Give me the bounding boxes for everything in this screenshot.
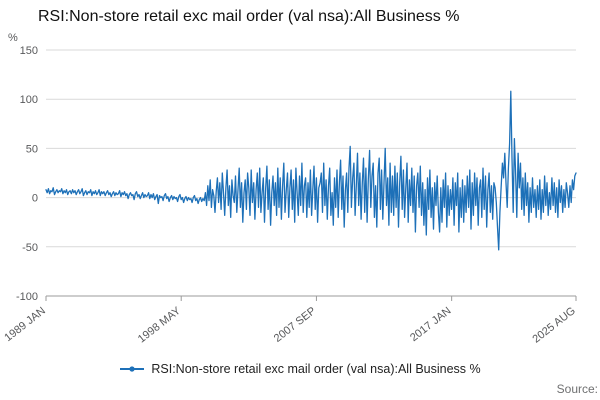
x-tick-marks xyxy=(45,296,577,301)
source-label: Source: xyxy=(556,382,598,396)
svg-text:1989 JAN: 1989 JAN xyxy=(2,305,47,344)
svg-text:2007 SEP: 2007 SEP xyxy=(272,305,318,345)
chart-legend: RSI:Non-store retail exc mail order (val… xyxy=(0,362,600,376)
svg-text:150: 150 xyxy=(20,45,38,57)
svg-text:-50: -50 xyxy=(22,242,38,254)
x-tick-labels: 1989 JAN 1998 MAY 2007 SEP 2017 JAN 2025 AUG xyxy=(2,305,577,346)
legend-label: RSI:Non-store retail exc mail order (val… xyxy=(151,362,481,376)
y-axis-unit-label: % xyxy=(8,32,18,44)
legend-line-marker xyxy=(120,366,145,372)
y-tick-labels: 150 100 50 0 -50 -100 xyxy=(16,45,38,303)
chart-title: RSI:Non-store retail exc mail order (val… xyxy=(38,8,460,25)
svg-text:1998 MAY: 1998 MAY xyxy=(136,305,184,346)
svg-text:100: 100 xyxy=(20,94,38,106)
svg-text:-100: -100 xyxy=(16,291,38,303)
series-line xyxy=(45,90,577,251)
svg-text:50: 50 xyxy=(26,143,38,155)
svg-text:2017 JAN: 2017 JAN xyxy=(408,305,453,344)
svg-text:2025 AUG: 2025 AUG xyxy=(530,305,577,346)
svg-text:0: 0 xyxy=(32,193,38,205)
